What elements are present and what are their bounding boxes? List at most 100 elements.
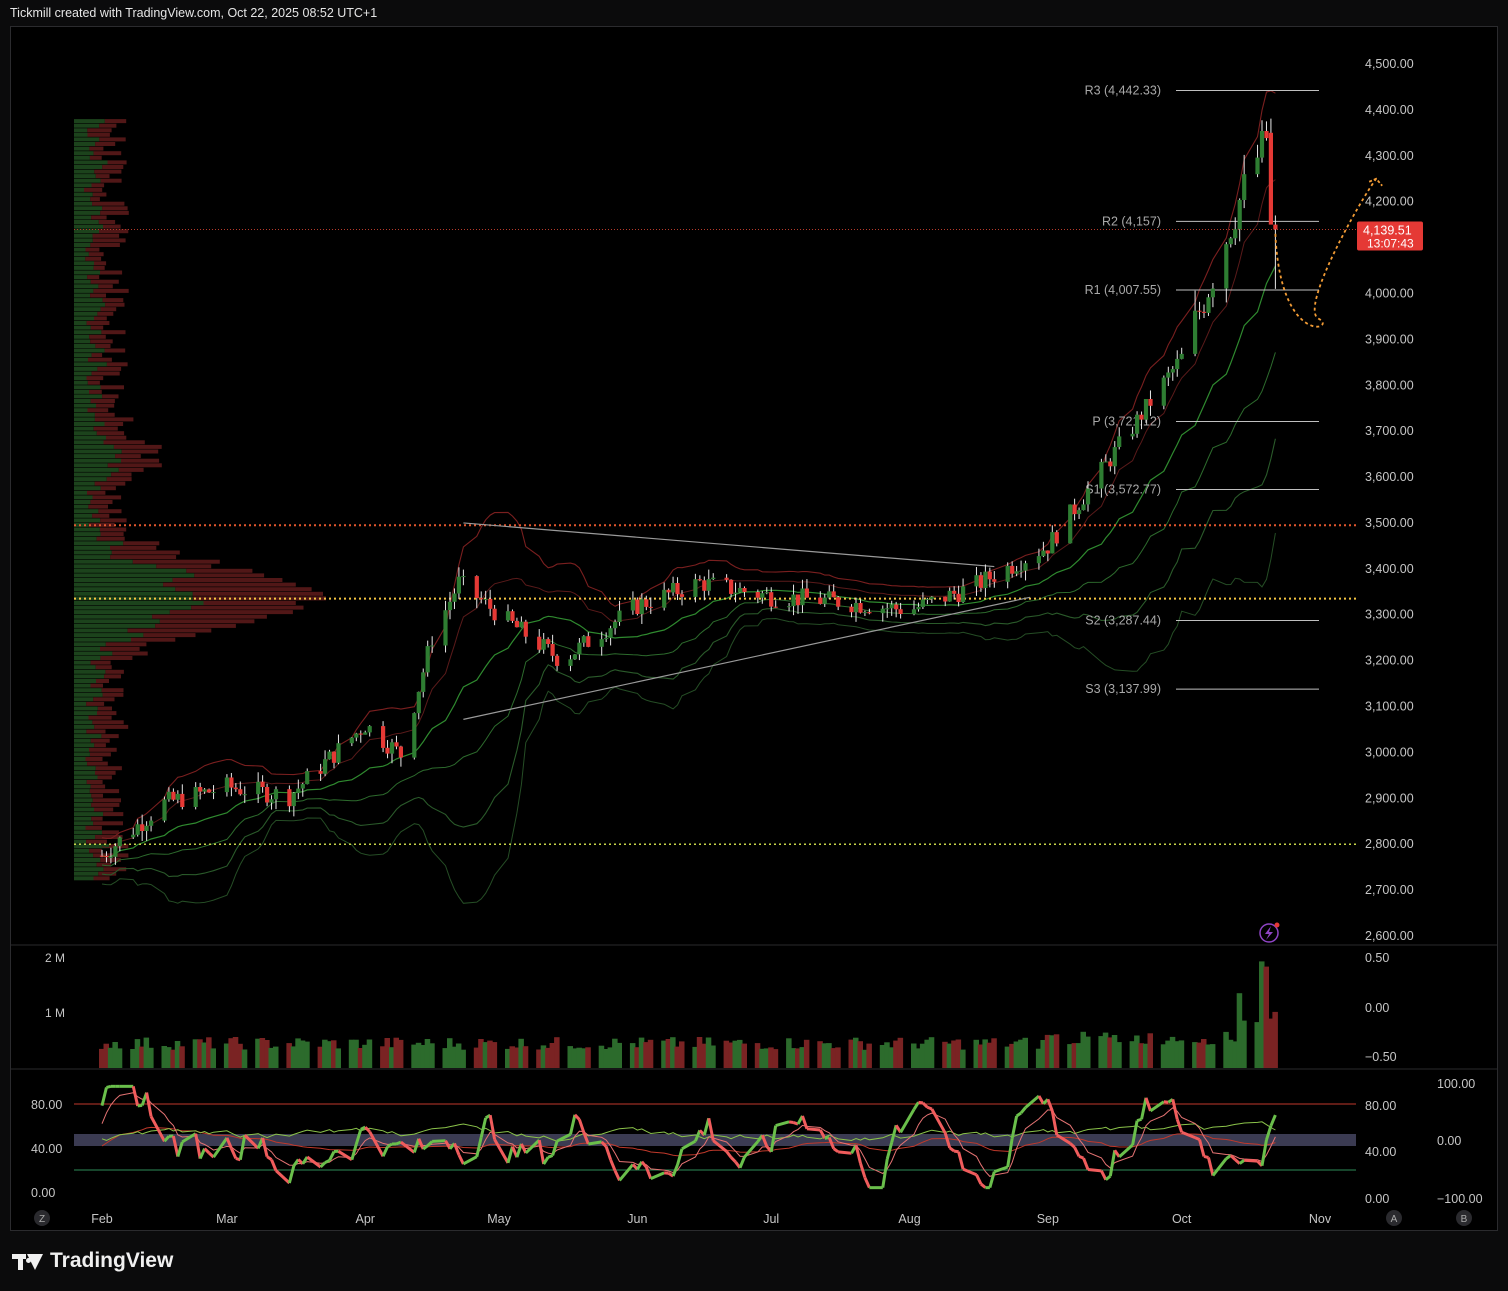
candle-down [1054, 532, 1059, 544]
price-tick-label: 4,400.00 [1365, 103, 1414, 117]
volume-bar [112, 1042, 118, 1068]
profile-bar-down [85, 825, 102, 830]
volume-bar [415, 1042, 422, 1068]
volume-bar [447, 1038, 453, 1068]
oscillator-k-segment [1006, 1138, 1014, 1168]
candle-up [1170, 369, 1175, 373]
volume-bar [165, 1047, 172, 1068]
oscillator-k-segment [725, 1150, 733, 1159]
profile-bar-down [89, 747, 117, 752]
time-tick-label: Aug [898, 1212, 920, 1226]
candle-up [412, 713, 417, 758]
profile-bar-up [74, 348, 105, 353]
volume-tick-right: 0.00 [1365, 1001, 1389, 1015]
pivot-label: S2 (3,287.44) [1085, 614, 1161, 628]
oscillator-k-segment [198, 1147, 206, 1160]
time-axis[interactable]: Feb Mar Apr May Jun Jul Aug Sep Oct Nov [91, 1212, 1332, 1226]
profile-bar-up [74, 642, 106, 647]
candle-down [987, 571, 992, 580]
oscillator-k-segment [618, 1163, 635, 1182]
forecast-curve [1274, 178, 1377, 328]
profile-bar-down [97, 706, 112, 711]
profile-bar-down [87, 132, 110, 137]
chart-canvas[interactable]: R3 (4,442.33) R2 (4,157) R1 (4,007.55) P (3… [11, 27, 1497, 1230]
volume-bar [228, 1038, 234, 1068]
oscillator-k-segment [775, 1120, 790, 1128]
profile-bar-down [127, 628, 212, 633]
profile-bar-up [74, 307, 101, 312]
trendline [463, 522, 995, 568]
candle-down [287, 789, 292, 807]
price-tick-label: 3,700.00 [1365, 424, 1414, 438]
profile-bar-down [95, 766, 122, 771]
volume-bar [255, 1038, 261, 1068]
profile-bar-down [131, 637, 176, 642]
oscillator-k-segment [1118, 1143, 1134, 1158]
profile-bar-down [163, 582, 296, 587]
profile-bar-down [91, 802, 120, 807]
chart-frame[interactable]: R3 (4,442.33) R2 (4,157) R1 (4,007.55) P (3… [10, 26, 1498, 1231]
profile-bar-up [74, 715, 89, 720]
oscillator-k-segment [364, 1126, 371, 1133]
profile-bar-up [74, 160, 108, 165]
candle-down [943, 596, 948, 602]
profile-bar-down [99, 229, 129, 234]
volume-bar [732, 1040, 738, 1068]
oscillator-k-segment [921, 1101, 929, 1109]
volume-bar [973, 1039, 979, 1068]
oscillator-k-segment [604, 1146, 613, 1161]
auto-scale-button[interactable]: A [1386, 1210, 1402, 1226]
osc-tick-left: 80.00 [31, 1098, 62, 1112]
candle-down [978, 575, 983, 588]
volume-bar [268, 1047, 274, 1068]
candle-down [729, 579, 734, 594]
candle-down [1148, 399, 1153, 406]
scale-mode-button[interactable]: B [1456, 1210, 1472, 1226]
volume-bar [1259, 961, 1265, 1068]
profile-bar-down [87, 761, 108, 766]
profile-bar-up [74, 770, 95, 775]
profile-bar-down [90, 738, 110, 743]
forecast-path [1274, 177, 1383, 328]
profile-bar-up [74, 183, 92, 188]
profile-bar-down [172, 578, 283, 582]
profile-bar-down [85, 247, 100, 252]
volume-bar [1165, 1040, 1171, 1068]
volume-bar [509, 1046, 515, 1068]
profile-bar-down [169, 610, 293, 615]
volume-bar [759, 1048, 765, 1068]
profile-bar-down [96, 431, 125, 436]
oscillator-k-segment [881, 1158, 889, 1188]
profile-bar-down [175, 587, 312, 592]
profile-bar-up [74, 747, 89, 752]
volume-bar [545, 1047, 551, 1068]
candle-up [144, 825, 149, 831]
profile-bar-down [102, 830, 119, 835]
volume-bar [835, 1047, 841, 1068]
candle-down [894, 604, 899, 610]
profile-bar-up [74, 357, 88, 362]
volume-bar [290, 1046, 297, 1068]
volume-bar [148, 1047, 154, 1068]
profile-bar-up [74, 835, 96, 839]
zoom-reset-button[interactable]: Z [34, 1210, 50, 1226]
candle-down [898, 609, 903, 614]
price-axis[interactable]: 4,500.00 4,400.00 4,300.00 4,200.00 4,000.00… [1365, 57, 1414, 943]
profile-bar-up [74, 142, 96, 146]
candle-up [800, 588, 805, 606]
candle-up [889, 604, 894, 609]
bb-lower-band [101, 438, 1276, 878]
volume-bar [1201, 1039, 1207, 1068]
pivot-label: R3 (4,442.33) [1085, 83, 1161, 97]
oscillator-k-segment [225, 1137, 233, 1149]
volume-bar [1116, 1042, 1122, 1068]
oscillator-k-segment [194, 1133, 202, 1159]
profile-bar-down [111, 472, 132, 477]
oscillator-k-segment [515, 1143, 523, 1158]
volume-bar [491, 1042, 498, 1068]
candle-up [323, 759, 328, 774]
candle-up [327, 751, 332, 760]
candle-up [421, 672, 426, 692]
candle-up [519, 621, 524, 628]
